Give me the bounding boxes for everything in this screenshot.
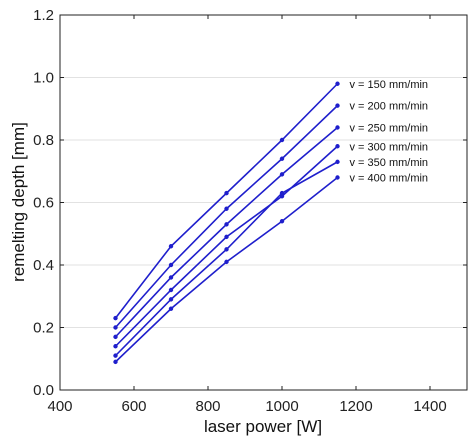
x-tick-label: 1200 — [339, 398, 372, 415]
data-point — [335, 81, 340, 86]
y-axis-label: remelting depth [mm] — [9, 122, 28, 282]
x-tick-label: 600 — [121, 398, 146, 415]
grid — [60, 77, 467, 328]
data-point — [168, 306, 174, 311]
axis-ticks: 400 600 800 1000 1200 1400 0.0 0.2 0.4 0.6 0.8 1.0 1… — [33, 7, 467, 415]
data-point — [113, 325, 118, 330]
data-point — [168, 297, 174, 302]
data-point — [279, 172, 285, 177]
data-point — [224, 247, 229, 252]
series-label: v = 250 mm/min — [350, 123, 429, 135]
data-point — [113, 353, 118, 358]
y-tick-label: 0.0 — [33, 382, 54, 399]
series-line — [114, 145, 339, 347]
y-tick-label: 0.8 — [33, 132, 54, 149]
x-tick-label: 1000 — [265, 398, 298, 415]
data-point — [168, 287, 174, 293]
series-label: v = 400 mm/min — [350, 173, 429, 185]
data-point — [335, 103, 340, 108]
series-line — [114, 105, 339, 329]
y-tick-label: 0.2 — [33, 320, 54, 337]
data-point — [279, 137, 285, 143]
data-point — [279, 156, 285, 161]
x-tick-label: 1400 — [413, 398, 446, 415]
data-point — [113, 359, 118, 365]
data-point — [168, 244, 174, 249]
data-point — [168, 275, 174, 280]
data-point — [113, 344, 118, 349]
x-tick-label: 400 — [47, 398, 72, 415]
series-line — [114, 83, 339, 319]
y-tick-label: 0.4 — [33, 257, 54, 274]
series-label: v = 350 mm/min — [350, 157, 429, 169]
data-point — [335, 175, 340, 180]
series-labels: v = 150 mm/min v = 200 mm/min v = 250 mm/m… — [350, 79, 429, 185]
data-point — [335, 125, 340, 130]
data-point — [279, 219, 285, 224]
series-label: v = 200 mm/min — [350, 101, 429, 113]
y-tick-label: 0.6 — [33, 195, 54, 212]
data-point — [224, 234, 229, 240]
data-point — [224, 222, 229, 227]
data-point — [168, 262, 174, 268]
series-label: v = 150 mm/min — [350, 79, 429, 91]
x-tick-label: 800 — [195, 398, 220, 415]
series-label: v = 300 mm/min — [350, 141, 429, 153]
data-point — [224, 190, 229, 196]
y-tick-label: 1.0 — [33, 70, 54, 87]
data-point — [224, 259, 229, 265]
y-tick-label: 1.2 — [33, 7, 54, 24]
data-point — [113, 315, 118, 321]
series-group — [113, 81, 340, 365]
data-point — [279, 190, 285, 196]
series-line — [114, 126, 339, 338]
data-point — [335, 144, 340, 149]
data-point — [224, 206, 229, 211]
x-axis-label: laser power [W] — [204, 417, 322, 436]
data-point — [335, 159, 340, 165]
series-line — [114, 176, 338, 363]
data-point — [113, 334, 118, 340]
